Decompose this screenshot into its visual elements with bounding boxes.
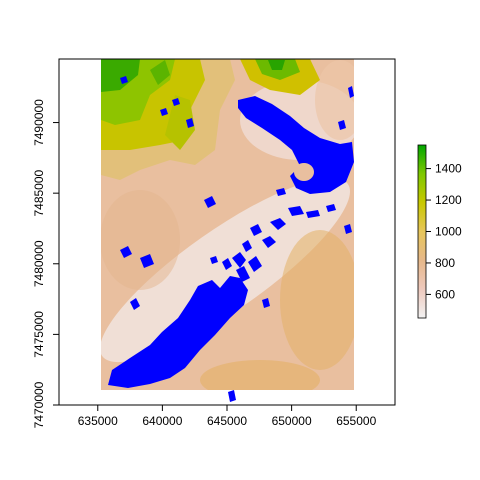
elevation-legend: 1400 1200 1000 800 600 [417, 144, 462, 319]
y-tick-label: 7490000 [32, 99, 46, 146]
island [294, 163, 314, 181]
y-tick-label: 7475000 [32, 311, 46, 358]
legend-label: 1200 [435, 193, 462, 207]
y-tick-label: 7485000 [32, 169, 46, 216]
y-axis: 7470000 7475000 7480000 7485000 7490000 [32, 99, 59, 428]
x-tick-label: 635000 [78, 414, 118, 428]
x-axis: 635000 640000 645000 650000 655000 [78, 405, 377, 428]
legend-label: 600 [435, 287, 455, 301]
y-tick-label: 7470000 [32, 381, 46, 428]
lake-north [238, 96, 354, 194]
lake-main [108, 276, 248, 388]
water-bodies [108, 76, 354, 402]
legend-label: 1000 [435, 225, 462, 239]
legend-label: 800 [435, 256, 455, 270]
x-tick-label: 645000 [207, 414, 247, 428]
legend-label: 1400 [435, 162, 462, 176]
y-tick-label: 7480000 [32, 240, 46, 287]
x-tick-label: 650000 [272, 414, 312, 428]
elevation-raster [101, 59, 354, 390]
legend-colorbar [417, 144, 427, 319]
x-tick-label: 655000 [336, 414, 376, 428]
x-tick-label: 640000 [142, 414, 182, 428]
